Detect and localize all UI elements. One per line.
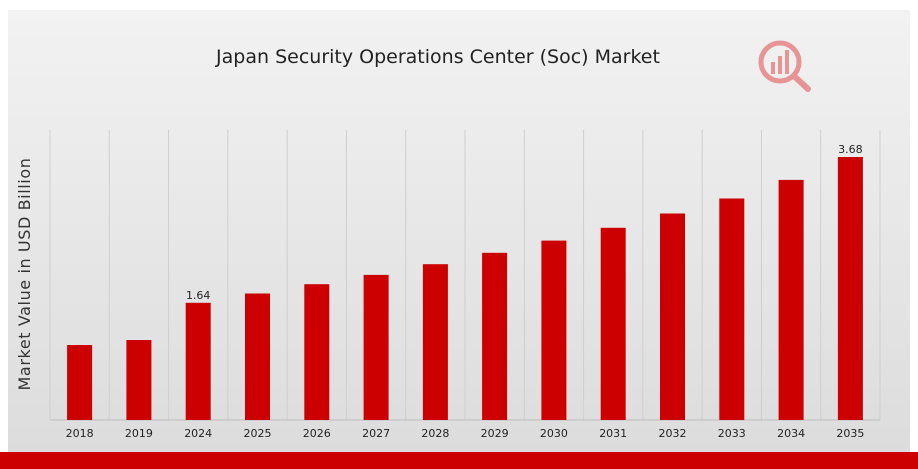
x-tick-label: 2031 [599,427,627,440]
bar-2019 [126,340,152,420]
data-label-2024: 1.64 [186,289,211,302]
bar-2026 [304,284,330,420]
x-tick-label: 2028 [421,427,449,440]
data-labels: 1.64 3.68 [186,143,863,302]
footer-stripe [0,452,918,469]
bar-2024 [185,302,211,420]
bars [67,157,863,420]
bar-2031 [600,227,626,420]
x-tick-labels: 2018 2019 2024 2025 2026 2027 2028 2029 2030 2031… [66,427,865,440]
chart-title: Japan Security Operations Center (Soc) M… [215,46,660,68]
bar-2034 [778,179,804,420]
chart-background [8,10,910,455]
x-tick-label: 2030 [540,427,568,440]
x-tick-label: 2032 [659,427,687,440]
x-tick-label: 2027 [362,427,390,440]
x-tick-label: 2035 [836,427,864,440]
bar-2029 [482,252,508,420]
bar-2027 [363,274,389,420]
bar-2028 [422,264,448,420]
x-tick-label: 2025 [244,427,272,440]
bar-2032 [660,213,685,420]
x-tick-label: 2019 [125,427,153,440]
bar-2035 [837,157,863,420]
bar-2030 [541,240,567,420]
x-tick-label: 2024 [184,427,212,440]
y-axis-label: Market Value in USD Billion [15,158,34,391]
x-tick-label: 2018 [66,427,94,440]
x-tick-label: 2029 [481,427,509,440]
magnifier-bar-chart-icon [758,40,811,92]
bar-2025 [245,293,270,420]
data-label-2035: 3.68 [838,143,863,156]
x-tick-label: 2026 [303,427,331,440]
x-tick-label: 2034 [777,427,805,440]
bar-2018 [67,345,93,420]
bar-2033 [719,198,745,420]
x-tick-label: 2033 [718,427,746,440]
